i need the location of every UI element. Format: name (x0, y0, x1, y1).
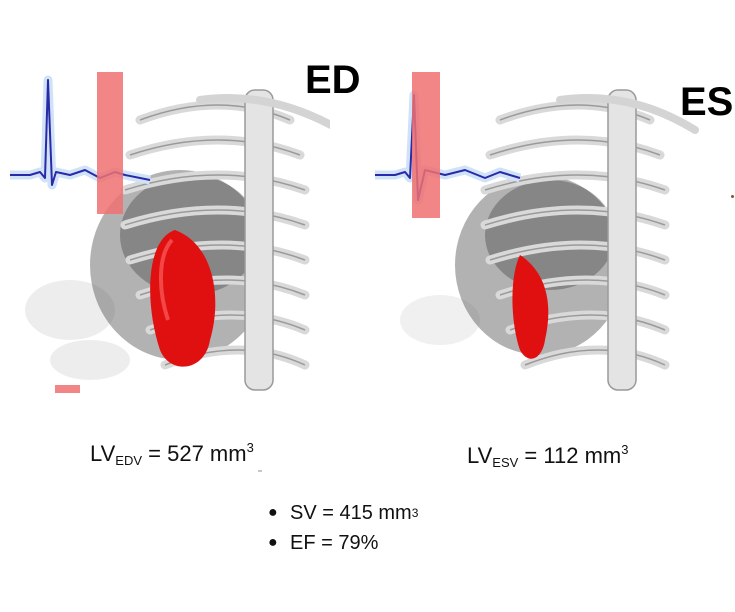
tiny-mark (258, 470, 262, 472)
sv-value: SV = 415 mm (290, 501, 412, 524)
end-systole-render (370, 60, 700, 400)
ef-value: EF = 79% (290, 531, 379, 554)
end-diastole-render (0, 60, 330, 400)
edv-prefix: LV (90, 441, 116, 466)
es-thorax-image (375, 72, 699, 391)
bullet-icon: ● (268, 534, 278, 551)
es-label: ES (680, 80, 734, 124)
esv-value: = 112 mm (524, 443, 622, 468)
esv-subscript: ESV (492, 455, 519, 470)
lv-esv-label: LVESV = 112 mm3 (467, 442, 628, 470)
edv-subscript: EDV (115, 453, 143, 468)
list-item: ● SV = 415 mm 3 (268, 498, 418, 528)
bullet-icon: ● (268, 504, 278, 521)
edv-unit-exponent: 3 (246, 440, 254, 455)
results-list: ● SV = 415 mm 3 ● EF = 79% (268, 498, 418, 558)
list-item: ● EF = 79% (268, 528, 418, 558)
esv-unit-exponent: 3 (621, 442, 629, 457)
ed-thorax-image (10, 72, 330, 393)
edv-value: = 527 mm (148, 441, 247, 466)
stray-dot (731, 195, 734, 198)
sv-unit-exponent: 3 (411, 506, 419, 520)
lv-edv-label: LVEDV = 527 mm3 (90, 440, 254, 468)
esv-prefix: LV (467, 443, 493, 468)
ed-label: ED (305, 58, 361, 102)
